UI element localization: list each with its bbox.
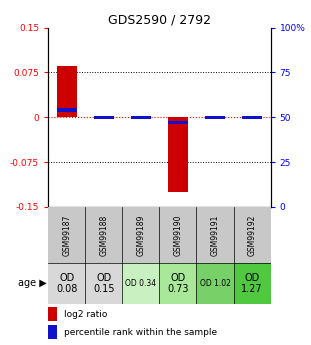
Bar	[122, 207, 159, 263]
Title: GDS2590 / 2792: GDS2590 / 2792	[108, 13, 211, 27]
Bar	[122, 263, 159, 304]
Bar	[159, 263, 197, 304]
Bar	[168, 121, 188, 125]
Text: GSM99191: GSM99191	[211, 214, 220, 256]
Bar	[242, 116, 262, 119]
Text: percentile rank within the sample: percentile rank within the sample	[64, 327, 217, 337]
Text: OD
0.73: OD 0.73	[167, 273, 189, 294]
Text: log2 ratio: log2 ratio	[64, 310, 107, 319]
Bar	[168, 117, 188, 192]
Text: GSM99190: GSM99190	[174, 214, 183, 256]
Bar	[48, 307, 57, 321]
Bar	[94, 116, 114, 119]
Text: GSM99192: GSM99192	[248, 214, 257, 256]
Text: GSM99188: GSM99188	[99, 214, 108, 256]
Bar	[48, 263, 85, 304]
Text: GSM99187: GSM99187	[62, 214, 71, 256]
Bar	[197, 207, 234, 263]
Text: OD
0.15: OD 0.15	[93, 273, 114, 294]
Bar	[234, 207, 271, 263]
Bar	[57, 108, 77, 112]
Bar	[131, 116, 151, 119]
Text: OD
0.08: OD 0.08	[56, 273, 77, 294]
Bar	[159, 207, 197, 263]
Text: age ▶: age ▶	[18, 278, 46, 288]
Bar	[205, 116, 225, 119]
Bar	[85, 263, 122, 304]
Text: OD 0.34: OD 0.34	[125, 279, 156, 288]
Bar	[57, 67, 77, 117]
Text: OD
1.27: OD 1.27	[241, 273, 263, 294]
Bar	[234, 263, 271, 304]
Text: OD 1.02: OD 1.02	[200, 279, 230, 288]
Text: GSM99189: GSM99189	[136, 214, 145, 256]
Bar	[85, 207, 122, 263]
Bar	[48, 325, 57, 338]
Bar	[48, 207, 85, 263]
Bar	[197, 263, 234, 304]
